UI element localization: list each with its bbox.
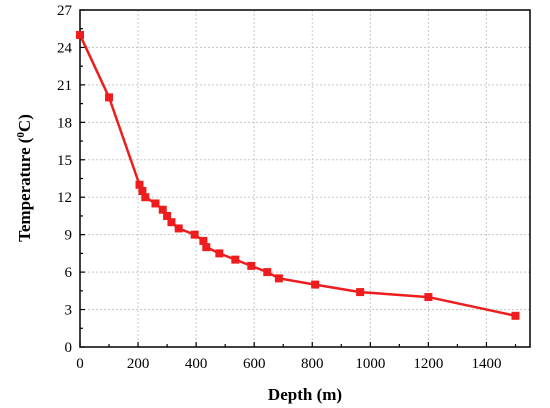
data-point bbox=[151, 199, 160, 208]
data-point bbox=[274, 274, 283, 283]
data-point bbox=[263, 268, 272, 277]
y-tick-label: 3 bbox=[65, 303, 73, 319]
y-tick-label: 27 bbox=[57, 3, 73, 19]
data-point bbox=[141, 193, 150, 202]
y-axis-title: Temperature (0C) bbox=[15, 114, 34, 242]
y-tick-label: 15 bbox=[57, 153, 72, 169]
data-point bbox=[158, 205, 167, 214]
data-point bbox=[199, 236, 208, 245]
data-point bbox=[190, 230, 199, 239]
data-point bbox=[231, 255, 240, 264]
y-axis-title-main: Temperature ( bbox=[15, 137, 34, 242]
data-point bbox=[105, 93, 114, 102]
x-axis-title: Depth (m) bbox=[268, 385, 342, 404]
data-point bbox=[135, 180, 144, 189]
data-point bbox=[311, 280, 320, 289]
y-tick-label: 12 bbox=[57, 190, 72, 206]
x-tick-label: 0 bbox=[76, 356, 84, 372]
data-point bbox=[215, 249, 224, 258]
data-point bbox=[138, 186, 147, 195]
x-tick-label: 1400 bbox=[471, 356, 501, 372]
data-point bbox=[356, 288, 365, 297]
plot-frame bbox=[79, 9, 531, 348]
data-point bbox=[511, 311, 520, 320]
y-axis-title-sup: 0 bbox=[15, 132, 27, 138]
series-line bbox=[78, 34, 516, 318]
y-tick-label: 9 bbox=[65, 228, 73, 244]
data-point bbox=[424, 293, 433, 302]
data-point bbox=[202, 243, 211, 252]
y-tick-label: 6 bbox=[65, 265, 73, 281]
series-markers bbox=[76, 30, 520, 320]
data-point bbox=[247, 261, 256, 270]
data-point bbox=[167, 218, 176, 227]
data-point bbox=[174, 224, 183, 233]
grid bbox=[79, 9, 530, 348]
data-point bbox=[163, 211, 172, 220]
y-tick-label: 0 bbox=[65, 340, 73, 356]
x-tick-label: 400 bbox=[185, 356, 208, 372]
y-tick-labels: 0 3 6 9 12 15 18 21 24 27 bbox=[57, 3, 73, 356]
axis-ticks bbox=[79, 9, 517, 348]
y-axis-title-unit: C) bbox=[15, 114, 34, 132]
x-tick-label: 800 bbox=[301, 356, 324, 372]
data-point bbox=[76, 30, 84, 39]
x-tick-label: 1200 bbox=[413, 356, 443, 372]
x-tick-label: 1000 bbox=[355, 356, 385, 372]
x-tick-label: 200 bbox=[127, 356, 150, 372]
x-tick-label: 600 bbox=[243, 356, 266, 372]
y-tick-label: 24 bbox=[57, 40, 73, 56]
x-tick-labels: 0 200 400 600 800 1000 1200 1400 bbox=[76, 356, 501, 372]
y-tick-label: 21 bbox=[57, 78, 72, 94]
y-tick-label: 18 bbox=[57, 115, 72, 131]
